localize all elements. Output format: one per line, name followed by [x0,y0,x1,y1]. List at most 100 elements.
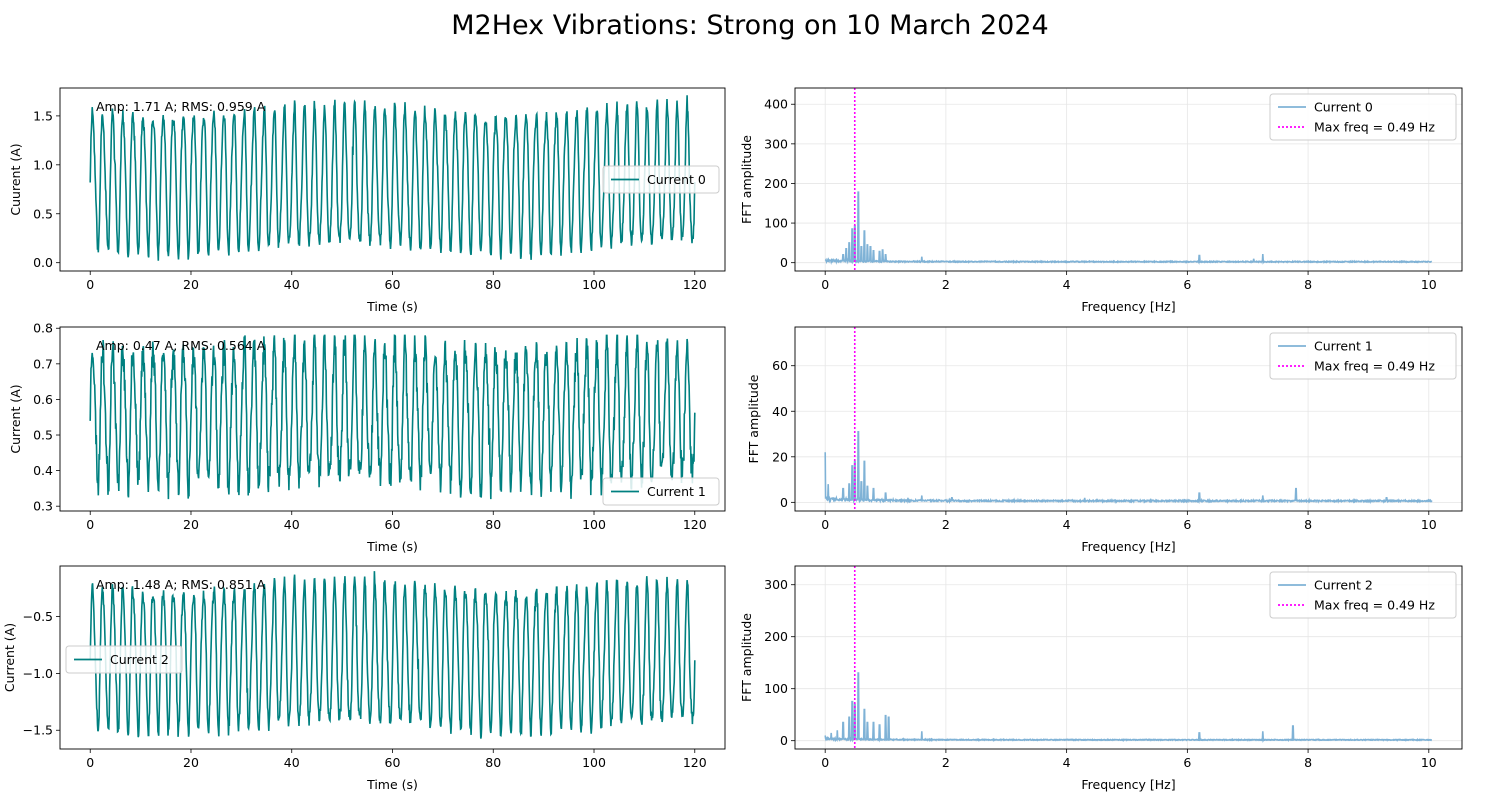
x-tick-label: 6 [1183,277,1191,292]
axes-frame [794,326,1463,512]
legend: Current 0 Max freq = 0.49 Hz [1269,93,1457,141]
x-tick-label: 6 [1183,517,1191,532]
fft-series-line [824,672,1433,743]
y-tick-label: 100 [764,681,788,696]
y-axis-label: FFT amplitude [739,613,754,702]
x-tick-label: 8 [1304,517,1312,532]
legend-label: Current 1 [647,484,706,499]
legend: Current 2 Max freq = 0.49 Hz [1269,571,1457,619]
y-axis-label: FFT amplitude [739,135,754,224]
fft-series-line [824,191,1433,265]
legend: Current 2 [65,645,183,674]
y-tick-label: 0.5 [33,206,53,221]
y-tick-label: 400 [764,97,788,112]
legend-box [602,477,720,506]
legend: Current 0 [602,165,720,194]
legend-box [65,645,183,674]
legend-box [602,165,720,194]
x-tick-label: 10 [1421,517,1437,532]
x-axis-label: Frequency [Hz] [1081,539,1175,554]
plot-area [89,95,696,261]
legend-box [1269,332,1457,380]
axes-frame [59,565,726,750]
legend: Current 1 Max freq = 0.49 Hz [1269,332,1457,380]
x-tick-label: 10 [1421,755,1437,770]
x-tick-label: 100 [582,517,606,532]
panel-time-1: 0 20 40 60 80 100 120 0.3 0.4 0.5 0.6 0.7 0.8 Time (s… [8,321,726,554]
y-tick-label: 300 [764,577,788,592]
legend-label: Max freq = 0.49 Hz [1314,359,1435,374]
y-tick-label: 0.5 [33,428,53,443]
stats-annotation: Amp: 0.47 A; RMS: 0.564 A [96,338,266,353]
series-line-current-1 [89,334,696,500]
x-tick-label: 20 [183,277,199,292]
y-tick-label: 200 [764,176,788,191]
x-axis-label: Frequency [Hz] [1081,777,1175,792]
x-tick-label: 8 [1304,277,1312,292]
x-tick-label: 0 [821,755,829,770]
y-tick-label: 0.0 [33,255,53,270]
x-tick-label: 60 [385,755,401,770]
y-tick-label: 20 [772,449,788,464]
y-tick-label: 200 [764,629,788,644]
plot-area [89,334,696,500]
x-tick-label: 10 [1421,277,1437,292]
legend-label: Current 1 [1314,339,1373,354]
x-axis-label: Time (s) [366,539,418,554]
x-tick-label: 2 [942,517,950,532]
x-tick-label: 8 [1304,755,1312,770]
axes-frame [794,87,1463,272]
y-tick-label: 0.7 [33,356,53,371]
x-tick-label: 20 [183,755,199,770]
series-line-current-0 [89,95,696,261]
y-tick-label: 0.3 [33,499,53,514]
x-tick-label: 0 [821,277,829,292]
panel-time-2: 0 20 40 60 80 100 120 −1.5 −1.0 −0.5 Time (s) Curre… [2,565,726,792]
x-tick-label: 100 [582,277,606,292]
axes-frame [794,565,1463,750]
stats-annotation: Amp: 1.71 A; RMS: 0.959 A [96,99,266,114]
legend-label: Current 0 [1314,100,1373,115]
x-tick-label: 0 [86,517,94,532]
x-axis-label: Frequency [Hz] [1081,299,1175,314]
plot-area [89,571,696,739]
x-tick-label: 80 [485,517,501,532]
legend-label: Current 2 [110,652,169,667]
panel-fft-1: 0 2 4 6 8 10 0 20 40 60 Frequency [Hz] FFT amplitud… [746,326,1463,554]
axes-frame [59,87,726,272]
y-axis-label: Current (A) [2,623,17,692]
y-tick-label: 1.0 [33,157,53,172]
y-tick-label: 60 [772,358,788,373]
plot-area [824,566,1433,749]
x-tick-label: 40 [284,517,300,532]
x-tick-label: 80 [485,277,501,292]
y-tick-label: −0.5 [23,609,53,624]
plot-area [824,327,1433,511]
y-axis-label: Cuurent (A) [8,143,23,215]
x-tick-label: 6 [1183,755,1191,770]
y-tick-label: 40 [772,404,788,419]
plot-area [824,88,1433,271]
x-tick-label: 120 [683,517,707,532]
x-tick-label: 120 [683,755,707,770]
x-tick-label: 60 [385,517,401,532]
legend-box [1269,93,1457,141]
y-tick-label: 0 [780,495,788,510]
y-tick-label: 0 [780,733,788,748]
figure-title: M2Hex Vibrations: Strong on 10 March 202… [451,10,1049,41]
fft-series-line [824,430,1433,505]
x-tick-label: 0 [821,517,829,532]
y-tick-label: 100 [764,216,788,231]
y-tick-label: 0.4 [33,463,53,478]
y-tick-label: −1.0 [23,666,53,681]
legend-box [1269,571,1457,619]
x-tick-label: 80 [485,755,501,770]
x-tick-label: 40 [284,277,300,292]
legend-label: Current 0 [647,172,706,187]
x-tick-label: 100 [582,755,606,770]
y-tick-label: 0.8 [33,321,53,336]
y-axis-label: Current (A) [8,384,23,453]
y-axis-label: FFT amplitude [746,374,761,463]
